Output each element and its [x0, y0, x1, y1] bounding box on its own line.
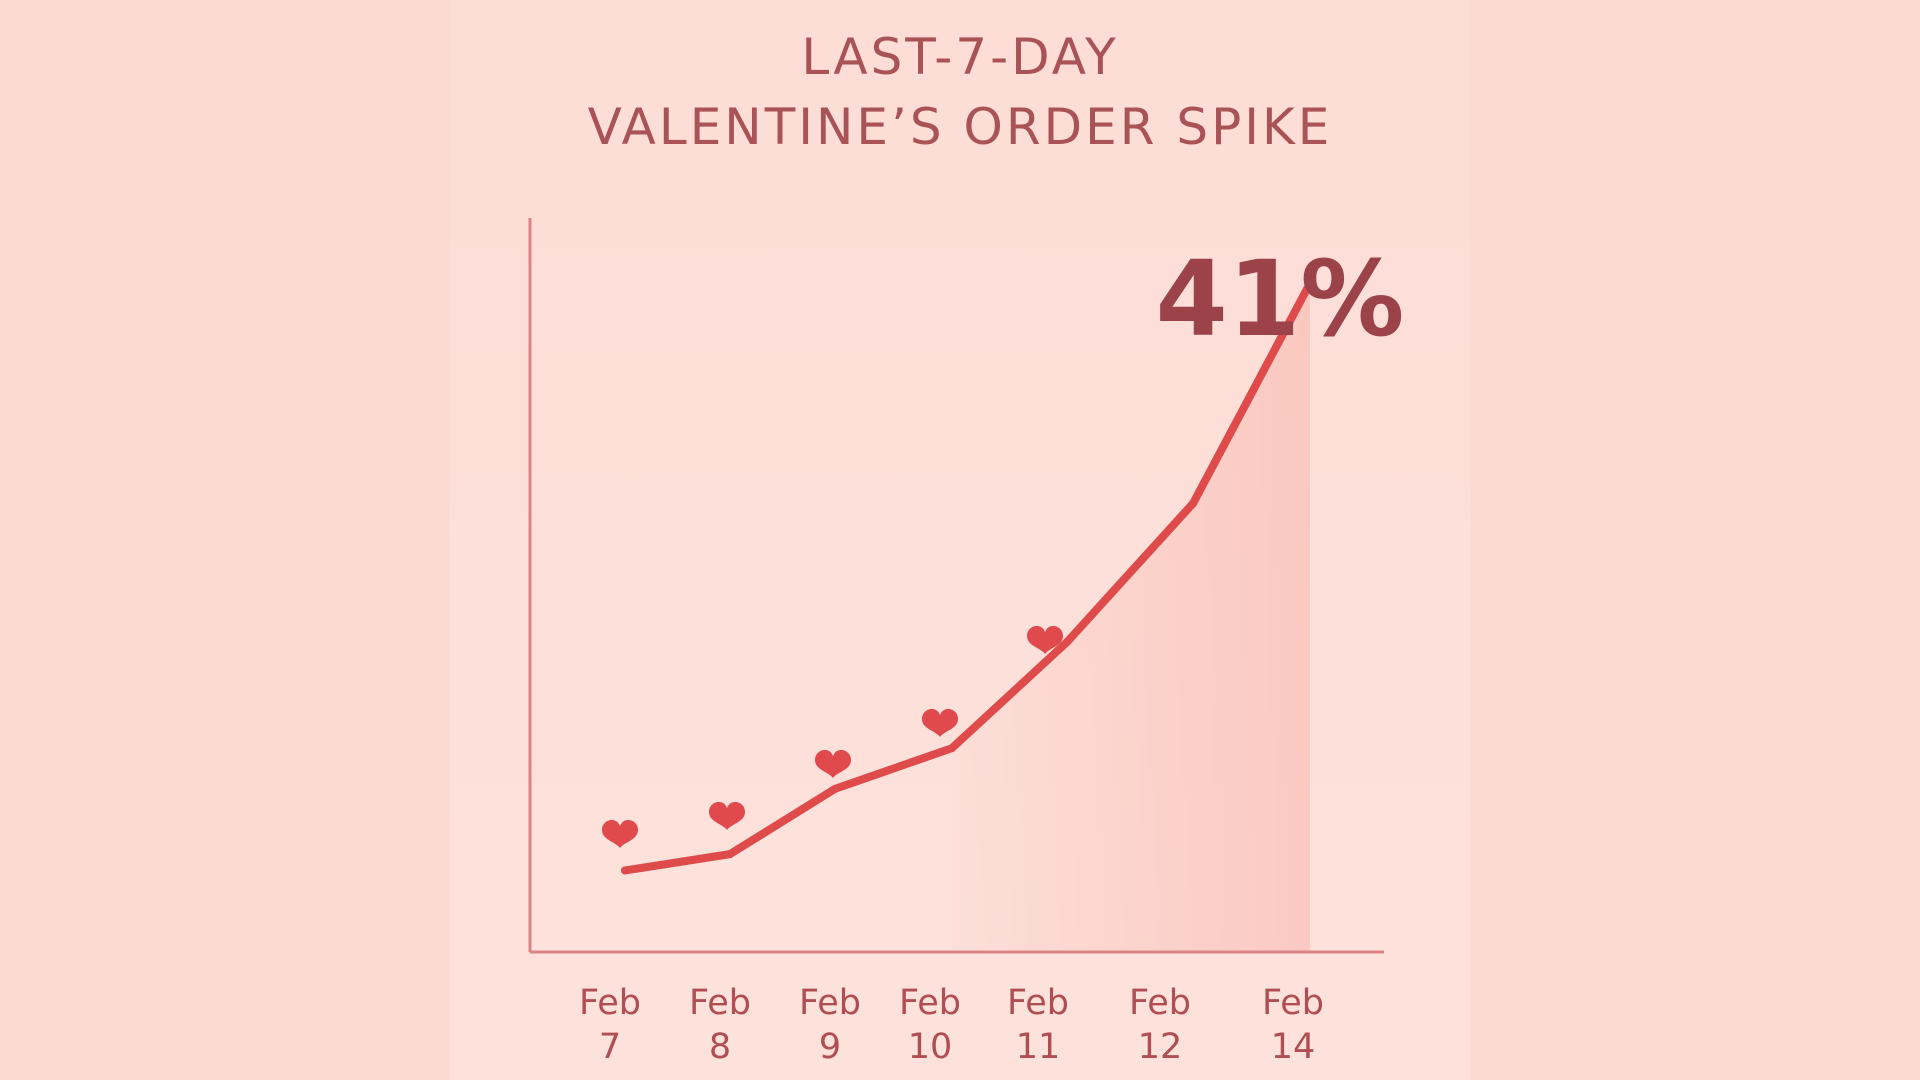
data-point — [1189, 499, 1197, 508]
x-tick-label: Feb 9 — [799, 983, 861, 1067]
x-tick-label: Feb 10 — [899, 983, 961, 1067]
data-point — [621, 866, 629, 875]
x-tick-label: Feb 8 — [689, 983, 751, 1067]
data-point — [831, 784, 839, 793]
heart-icon — [602, 820, 638, 848]
x-tick-label: Feb 11 — [1007, 983, 1069, 1067]
x-tick-label: Feb 7 — [579, 983, 641, 1067]
data-point — [948, 744, 956, 753]
heart-icon — [1027, 626, 1063, 654]
heart-icon — [709, 802, 745, 830]
x-tick-label: Feb 14 — [1262, 983, 1324, 1067]
heart-icon — [922, 709, 958, 737]
chart-title-line-1: LAST-7-DAY — [801, 28, 1119, 86]
data-point — [726, 850, 734, 859]
x-tick-label: Feb 12 — [1129, 983, 1191, 1067]
chart-title-line-2: VALENTINE’S ORDER SPIKE — [587, 98, 1333, 156]
area-fill — [952, 283, 1310, 952]
heart-icon — [815, 750, 851, 778]
data-point — [1306, 279, 1314, 288]
data-point — [1063, 638, 1071, 647]
chart-title: LAST-7-DAY VALENTINE’S ORDER SPIKE — [0, 22, 1920, 162]
peak-value-label: 41% — [1156, 238, 1405, 360]
